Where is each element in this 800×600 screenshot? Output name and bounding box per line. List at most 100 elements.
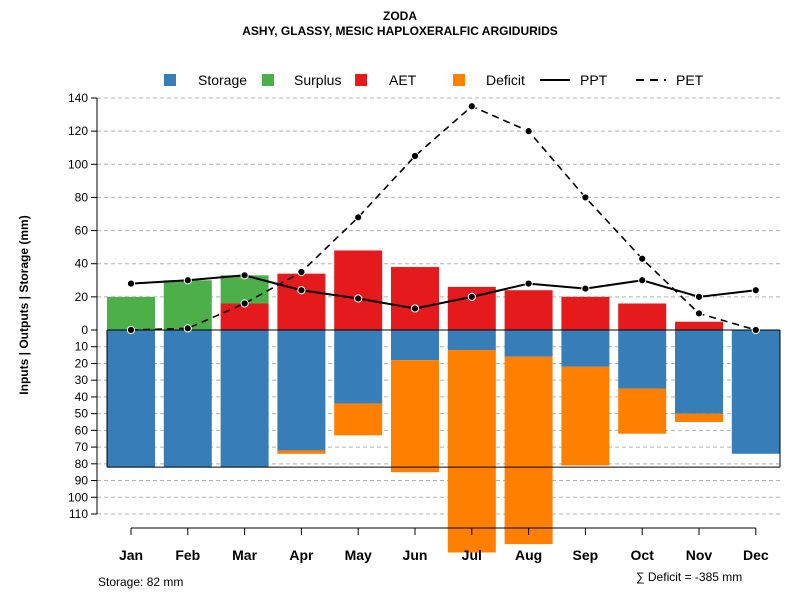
x-tick-label: Sep [573, 547, 599, 563]
storage-bar [561, 330, 610, 367]
ppt-point [467, 292, 476, 301]
deficit-note: ∑ Deficit = -385 mm [636, 570, 743, 584]
storage-bar [447, 330, 496, 351]
deficit-bar [391, 360, 439, 473]
storage-bar [731, 330, 780, 454]
y-tick-label: 20 [75, 290, 89, 304]
chart-title: ZODA [383, 9, 417, 23]
storage-bar [618, 330, 667, 389]
y-tick-label: 120 [68, 124, 88, 138]
ppt-point [410, 304, 420, 313]
y-tick-label: 140 [68, 91, 88, 105]
x-tick-label: Nov [686, 547, 713, 563]
ppt-point [524, 279, 533, 288]
storage-bar [675, 330, 723, 414]
ppt-line [130, 274, 756, 310]
legend-label: PET [676, 72, 704, 88]
ppt-point [354, 294, 363, 303]
x-tick-label: Jun [403, 547, 428, 563]
x-tick-label: Aug [515, 547, 542, 563]
aet-bar [561, 296, 610, 330]
x-tick-label: Mar [232, 547, 257, 563]
pet-point [694, 309, 704, 318]
y-axis-label: Inputs | Outputs | Storage (mm) [17, 215, 31, 394]
aet-bar [504, 290, 553, 330]
x-tick-label: Oct [631, 547, 655, 563]
legend-label: AET [389, 72, 417, 88]
ppt-point [638, 276, 647, 285]
y-tick-label: 60 [75, 423, 89, 437]
legend-swatch-storage [164, 74, 176, 86]
legend-label: Surplus [294, 72, 341, 88]
ppt-point [240, 271, 249, 280]
reference-lines [106, 329, 781, 468]
y-tick-label: 100 [68, 490, 88, 504]
storage-bar [391, 330, 439, 361]
y-tick-label: 90 [75, 474, 89, 488]
legend: Storage Surplus AET Deficit PPT PET [164, 72, 704, 88]
legend-label: PPT [580, 72, 608, 88]
storage-bar [163, 330, 212, 468]
storage-note: Storage: 82 mm [98, 575, 184, 589]
pet-point [354, 213, 363, 222]
legend-swatch-aet [355, 74, 367, 86]
ppt-point [694, 292, 704, 301]
deficit-bar [277, 450, 326, 454]
pet-point [183, 324, 192, 333]
bars [107, 250, 780, 553]
storage-bar [107, 330, 155, 468]
ppt-point [581, 284, 590, 293]
ppt-point [297, 286, 306, 295]
y-tick-label: 100 [68, 157, 88, 171]
deficit-bar [561, 366, 610, 466]
y-tick-label: 20 [75, 356, 89, 370]
aet-bar [334, 250, 383, 330]
pet-point [297, 267, 306, 277]
x-tick-label: Jan [119, 547, 143, 563]
aet-bar [220, 303, 269, 330]
deficit-bar [618, 388, 667, 434]
ppt-point [751, 286, 760, 295]
aet-bar [618, 303, 667, 330]
deficit-bar [447, 350, 496, 553]
pet-point [240, 299, 249, 308]
y-tick-label: 30 [75, 373, 89, 387]
y-tick-label: 60 [75, 224, 89, 238]
axes: 140 120 100 80 60 40 20 0 10 20 30 40 50 60 70 80 90 100 1… [17, 91, 769, 563]
deficit-bar [334, 403, 383, 436]
legend-swatch-surplus [262, 74, 274, 86]
storage-bar [334, 330, 383, 404]
pet-point [410, 151, 420, 161]
pet-point [581, 193, 590, 202]
surplus-bar [163, 280, 212, 330]
legend-swatch-deficit [453, 74, 465, 86]
storage-bar [504, 330, 553, 357]
x-tick-label: Dec [743, 547, 769, 563]
x-tick-label: Jul [462, 547, 482, 563]
aet-bar [675, 321, 723, 330]
deficit-bar [504, 356, 553, 545]
storage-bar [277, 330, 326, 451]
pet-point [126, 325, 136, 335]
aet-bar [391, 267, 439, 330]
legend-label: Deficit [486, 72, 525, 88]
pet-point [524, 127, 533, 136]
storage-bar [220, 330, 269, 468]
y-tick-label: 0 [81, 323, 88, 337]
pet-point [467, 102, 476, 111]
x-tick-label: Feb [175, 547, 200, 563]
surplus-bar [107, 296, 155, 330]
y-tick-label: 40 [75, 390, 89, 404]
deficit-bar [675, 413, 723, 422]
x-tick-label: Apr [289, 547, 314, 563]
chart-subtitle: ASHY, GLASSY, MESIC HAPLOXERALFIC ARGIDU… [242, 24, 558, 38]
pet-point [638, 254, 647, 263]
pet-point [751, 325, 760, 335]
y-tick-label: 70 [75, 440, 89, 454]
y-tick-label: 110 [69, 507, 88, 521]
y-tick-label: 40 [75, 257, 89, 271]
x-tick-label: May [345, 547, 372, 563]
y-tick-label: 80 [75, 190, 89, 204]
y-tick-label: 10 [75, 340, 89, 354]
